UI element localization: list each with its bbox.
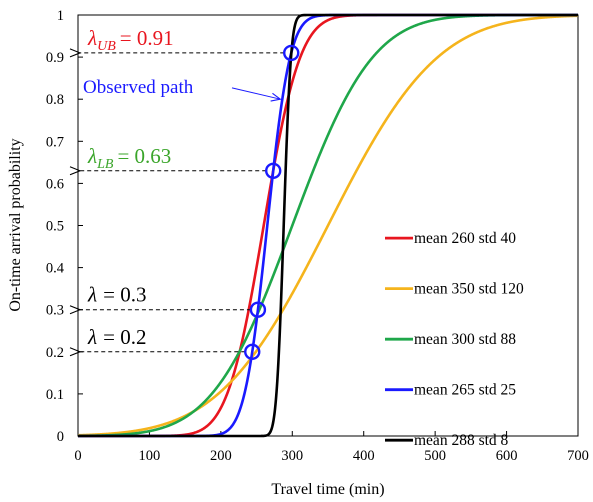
x-tick-label: 400 <box>353 448 375 464</box>
x-tick-label: 200 <box>210 448 232 464</box>
threshold-marker-2 <box>249 301 267 318</box>
y-tick-label: 0.3 <box>46 303 64 319</box>
observed-path-arrow <box>231 87 282 102</box>
legend-label-0: mean 260 std 40 <box>414 230 516 247</box>
y-tick-label: 0 <box>57 429 64 445</box>
legend-label-4: mean 288 std 8 <box>414 432 509 449</box>
x-axis-ticks: 0 100 200 300 400 500 600 700 <box>74 431 589 464</box>
x-tick-label: 600 <box>496 448 518 464</box>
series-line-1 <box>77 14 579 437</box>
y-axis-ticks: 0 0.1 0.2 0.3 0.4 0.5 0.6 0.7 0.8 0.9 1 <box>46 8 83 445</box>
x-axis-label: Travel time (min) <box>271 481 384 498</box>
y-tick-label: 1 <box>57 8 64 24</box>
y-tick-label: 0.7 <box>46 134 64 150</box>
x-tick-label: 700 <box>567 448 589 464</box>
x-tick-label: 300 <box>281 448 303 464</box>
y-tick-label: 0.8 <box>46 92 64 108</box>
y-tick-label: 0.2 <box>46 345 64 361</box>
x-tick-label: 100 <box>139 448 161 464</box>
observed-path-label: Observed path <box>83 77 194 98</box>
y-tick-label: 0.4 <box>46 261 65 277</box>
legend-label-2: mean 300 std 88 <box>414 331 516 348</box>
threshold-marker-0 <box>283 44 300 62</box>
x-tick-label: 500 <box>424 448 446 464</box>
series-curves <box>77 13 579 438</box>
y-tick-label: 0.5 <box>46 219 64 235</box>
y-tick-label: 0.6 <box>46 176 64 192</box>
observed-path-annotation: Observed path <box>83 77 282 102</box>
y-tick-label: 0.1 <box>46 387 64 403</box>
legend: mean 260 std 40 mean 350 std 120 mean 300 … <box>385 230 524 449</box>
threshold-annotations: λUB = 0.91 λLB = 0.63 λ = 0.3 λ = 0.2 <box>80 26 300 360</box>
legend-label-3: mean 265 std 25 <box>414 382 516 399</box>
threshold-label-2: λ = 0.3 <box>87 283 146 307</box>
threshold-label-1: λLB = 0.63 <box>87 144 171 172</box>
threshold-marker-1 <box>265 162 282 179</box>
threshold-marker-3 <box>244 343 261 360</box>
threshold-label-0: λUB = 0.91 <box>87 26 174 54</box>
y-axis-label: On-time arrival probability <box>7 138 24 311</box>
legend-label-1: mean 350 std 120 <box>414 281 524 298</box>
x-tick-label: 0 <box>74 448 81 464</box>
y-tick-label: 0.9 <box>46 50 64 66</box>
threshold-label-3: λ = 0.2 <box>87 325 146 349</box>
series-line-4 <box>78 13 578 438</box>
